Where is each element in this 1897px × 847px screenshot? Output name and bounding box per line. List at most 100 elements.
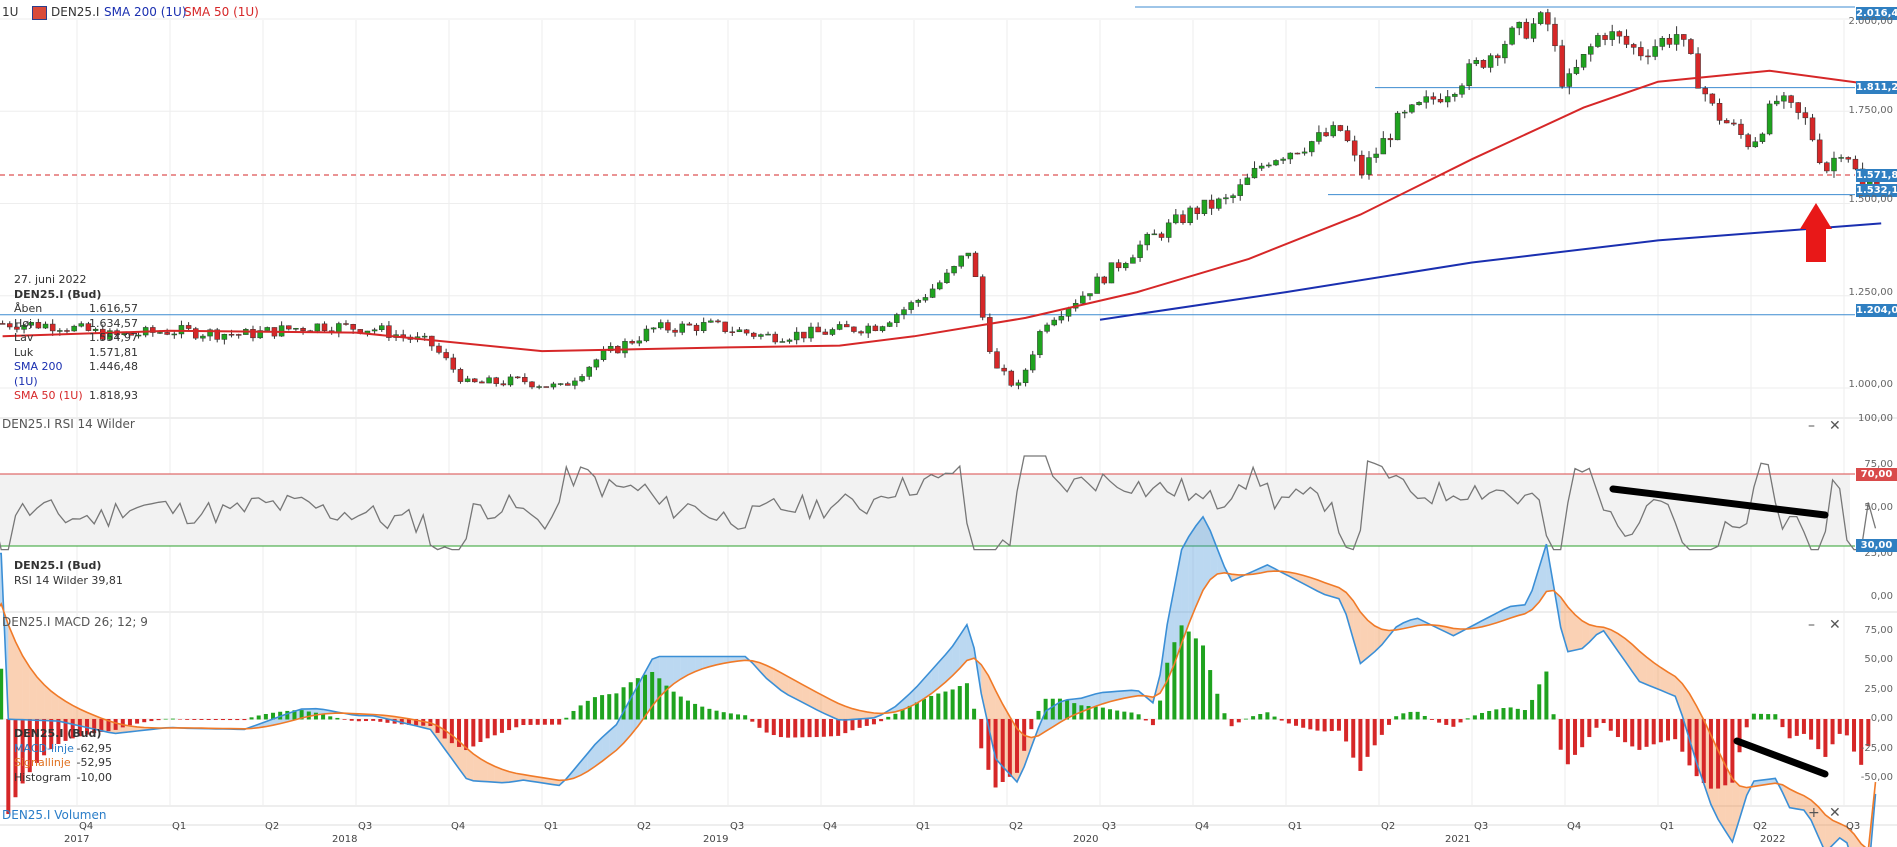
candle-body — [235, 334, 242, 336]
candle-body — [500, 383, 507, 386]
macd-histogram-bar — [721, 712, 726, 720]
rsi-close-button[interactable]: ✕ — [1829, 418, 1841, 434]
sma50-legend[interactable]: SMA 50 (1U) — [184, 5, 259, 19]
macd-histogram-bar — [1129, 712, 1134, 720]
macd-histogram-bar — [1465, 718, 1470, 720]
candle-body — [1530, 23, 1537, 39]
candle-body — [1316, 132, 1322, 142]
rsi-upper-level-tag: 70,00 — [1856, 468, 1897, 481]
interval-label[interactable]: 1U — [2, 5, 19, 19]
macd-histogram-bar — [893, 713, 898, 720]
candle-body — [751, 332, 757, 337]
macd-histogram-bar — [957, 686, 962, 720]
macd-axis-minus50: -50,00 — [1860, 772, 1893, 783]
sma200-legend[interactable]: SMA 200 (1U) — [104, 5, 187, 19]
macd-histogram-bar — [943, 691, 948, 720]
macd-fill — [1617, 633, 1626, 662]
macd-histogram-bar — [1108, 709, 1113, 720]
macd-fill — [609, 724, 617, 756]
macd-histogram-bar — [557, 719, 562, 725]
macd-fill — [616, 711, 624, 751]
macd-histogram-bar — [1115, 710, 1120, 720]
macd-histogram-bar — [671, 691, 676, 720]
candle-body — [793, 331, 800, 341]
candle-body — [85, 323, 92, 331]
candle-body — [78, 323, 85, 327]
macd-fill — [1632, 644, 1640, 682]
candle-body — [185, 325, 192, 329]
candle-body — [650, 327, 657, 330]
instrument-label[interactable]: DEN25.I — [51, 5, 100, 19]
candle-body — [1402, 111, 1408, 114]
macd-histogram-bar — [1394, 716, 1399, 720]
price-tag-last: 1.571,81 — [1856, 169, 1897, 182]
macd-histogram-bar — [1437, 719, 1442, 723]
macd-minimize-button[interactable]: – — [1808, 617, 1815, 633]
macd-histogram-bar — [1544, 671, 1549, 720]
macd-histogram-bar — [1780, 719, 1785, 728]
macd-fill — [1360, 612, 1368, 664]
candle-body — [1723, 120, 1730, 124]
candle-body — [1409, 104, 1415, 113]
macd-histogram-bar — [457, 719, 462, 747]
macd-fill — [945, 646, 953, 683]
macd-close-button[interactable]: ✕ — [1829, 617, 1841, 633]
macd-fill — [1668, 672, 1676, 697]
candle-body — [92, 328, 99, 331]
price-axis-1750: 1.750,00 — [1848, 105, 1893, 116]
macd-histogram-bar — [585, 700, 590, 720]
candle-body — [643, 328, 650, 342]
macd-histogram-bar — [228, 719, 233, 721]
macd-fill — [509, 771, 517, 783]
candle-body — [658, 322, 664, 329]
macd-histogram-bar — [1272, 716, 1277, 720]
candle-body — [42, 323, 49, 329]
candle-body — [1251, 167, 1258, 179]
candle-body — [300, 328, 306, 331]
macd-histogram-bar — [1358, 719, 1363, 771]
candle-body — [472, 378, 478, 383]
macd-histogram-bar — [249, 717, 254, 720]
volume-panel-title: DEN25.I Volumen — [2, 808, 107, 822]
candle-body — [1666, 37, 1673, 45]
candle-body — [200, 335, 206, 339]
macd-histogram-bar — [964, 683, 969, 720]
candle-body — [121, 333, 127, 336]
macd-fill — [1403, 620, 1411, 629]
candle-body — [100, 328, 106, 340]
candle-body — [937, 282, 943, 290]
volume-add-button[interactable]: + — [1808, 805, 1820, 821]
time-axis-year: 2021 — [1445, 834, 1471, 845]
macd-histogram-bar — [736, 714, 741, 720]
candle-body — [1845, 157, 1852, 160]
rsi-minimize-button[interactable]: – — [1808, 418, 1815, 434]
macd-histogram-bar — [70, 719, 75, 739]
info-instrument: DEN25.I (Bud) — [14, 287, 102, 301]
macd-fill — [709, 656, 717, 667]
macd-histogram-bar — [292, 710, 297, 720]
candle-body — [250, 329, 256, 339]
macd-histogram-bar — [49, 719, 54, 750]
volume-close-button[interactable]: ✕ — [1829, 805, 1841, 821]
macd-histogram-bar — [1580, 719, 1585, 748]
rsi-axis-25: 25,00 — [1864, 548, 1893, 559]
macd-histogram-bar — [771, 719, 776, 736]
macd-histogram-bar — [1172, 642, 1177, 720]
macd-fill — [1117, 690, 1125, 700]
macd-histogram-bar — [764, 719, 769, 733]
time-axis-quarter: Q1 — [1660, 821, 1675, 832]
macd-fill — [687, 656, 696, 675]
macd-histogram-bar — [600, 695, 605, 720]
red-arrow-annotation[interactable] — [1800, 203, 1832, 229]
macd-histogram-bar — [1794, 719, 1799, 736]
macd-histogram-bar — [1801, 719, 1806, 734]
candle-body — [343, 323, 349, 325]
macd-histogram-bar — [406, 719, 411, 725]
candle-body — [972, 252, 979, 277]
macd-histogram-bar — [814, 719, 819, 738]
macd-histogram-bar — [263, 713, 268, 720]
candle-body — [257, 330, 263, 339]
candle-body — [1223, 197, 1229, 200]
macd-histogram-bar — [385, 719, 390, 723]
